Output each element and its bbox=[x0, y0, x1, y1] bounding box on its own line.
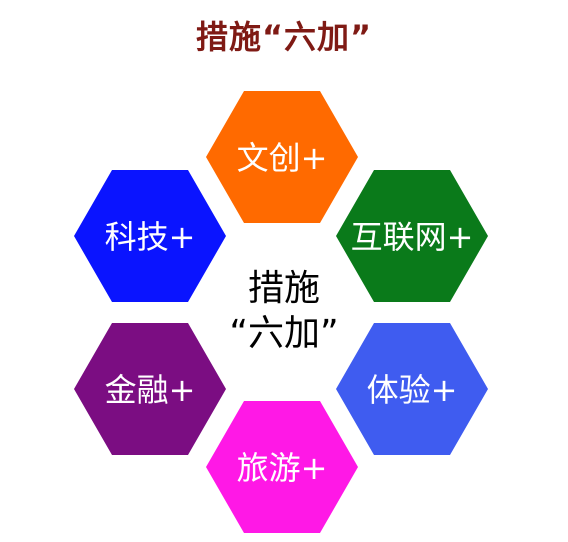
center-label-line2: “六加” bbox=[229, 313, 339, 354]
hexagon-label-lower-right: 体验+ bbox=[367, 371, 458, 409]
hexagon-label-upper-right: 互联网+ bbox=[351, 218, 474, 256]
hexagon-label-top: 文创+ bbox=[237, 139, 328, 177]
hexagon-upper-left bbox=[74, 170, 226, 302]
center-label-line1: 措施 bbox=[247, 268, 320, 309]
hexagon-lower-right bbox=[336, 323, 488, 455]
diagram-title: 措施“六加” bbox=[195, 18, 373, 56]
hexagon-upper-right bbox=[336, 170, 488, 302]
hexagon-top bbox=[206, 91, 358, 223]
hexagon-lower-left bbox=[74, 323, 226, 455]
hexagon-label-lower-left: 金融+ bbox=[105, 371, 196, 409]
hexagon-label-upper-left: 科技+ bbox=[105, 218, 196, 256]
hexagon-label-bottom: 旅游+ bbox=[237, 449, 328, 487]
hexagon-bottom bbox=[206, 401, 358, 533]
